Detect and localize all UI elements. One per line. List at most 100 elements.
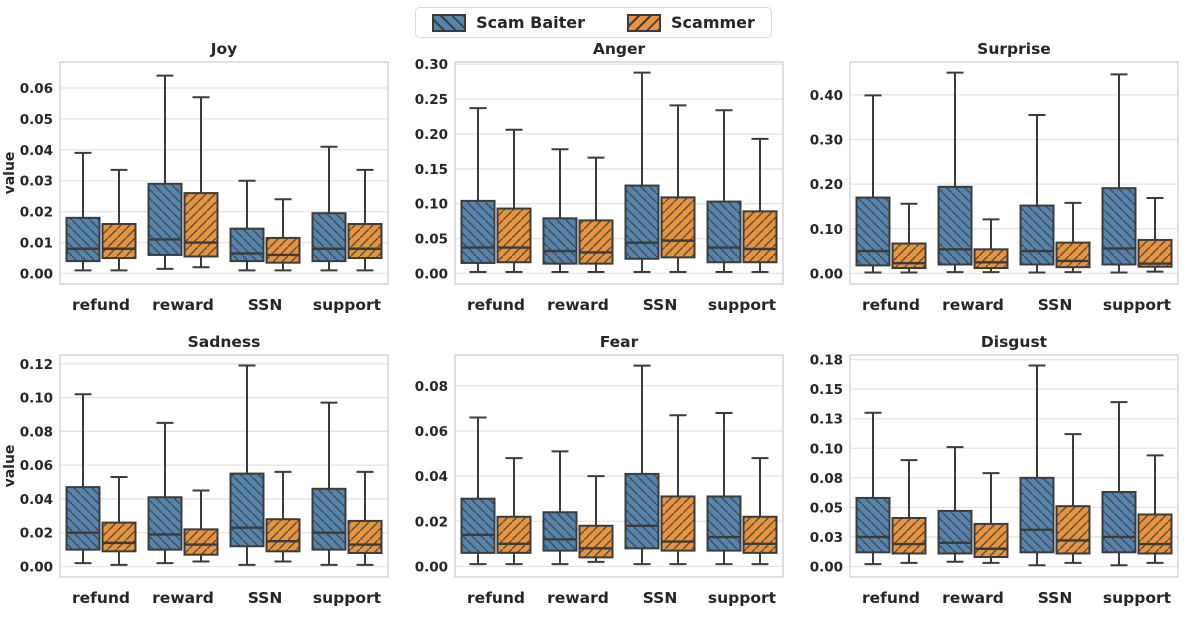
y-tick-label: 0.02 bbox=[20, 526, 53, 542]
scam-baiter-swatch-icon bbox=[432, 13, 467, 32]
x-category-label: support bbox=[708, 296, 777, 314]
box-edge bbox=[542, 217, 578, 265]
box-scammer-refund bbox=[891, 202, 927, 274]
box-scammer-ssn bbox=[265, 198, 301, 272]
box-scam-baiter-ssn bbox=[229, 179, 265, 272]
box-hatch bbox=[974, 249, 1008, 269]
box-scammer-reward bbox=[973, 472, 1009, 564]
y-tick-label: 0.03 bbox=[810, 530, 843, 546]
box-scammer-reward bbox=[973, 218, 1009, 274]
scammer-swatch-icon bbox=[627, 13, 662, 32]
x-category-label: SSN bbox=[643, 296, 678, 314]
y-tick-label: 0.13 bbox=[810, 412, 843, 428]
y-tick-label: 0.03 bbox=[20, 174, 53, 190]
y-tick-label: 0.02 bbox=[415, 514, 448, 530]
y-tick-label: 0.40 bbox=[810, 88, 843, 104]
y-tick-label: 0.30 bbox=[415, 57, 448, 73]
box-hatch bbox=[461, 200, 495, 263]
box-hatch bbox=[184, 193, 218, 257]
box-edge bbox=[265, 236, 301, 264]
box-edge bbox=[496, 515, 532, 554]
y-tick-label: 0.08 bbox=[810, 471, 843, 487]
box-edge bbox=[147, 496, 183, 551]
x-category-label: reward bbox=[942, 296, 1004, 314]
y-tick-label: 0.06 bbox=[415, 424, 448, 440]
x-category-label: refund bbox=[467, 296, 525, 314]
box-edge bbox=[742, 515, 778, 554]
box-hatch bbox=[497, 516, 531, 553]
axes-border bbox=[849, 61, 1179, 285]
box-hatch bbox=[148, 497, 182, 550]
box-edge bbox=[937, 509, 973, 555]
box-scammer-refund bbox=[891, 459, 927, 564]
axes-border bbox=[454, 61, 784, 285]
box-edge bbox=[101, 223, 137, 260]
subplot-title: Disgust bbox=[981, 333, 1048, 351]
y-tick-label: 0.04 bbox=[415, 469, 448, 485]
box-scam-baiter-reward bbox=[542, 148, 578, 274]
y-tick-label: 0.18 bbox=[810, 353, 843, 369]
box-edge bbox=[229, 227, 265, 263]
box-edge bbox=[1137, 513, 1173, 555]
box-scammer-ssn bbox=[1055, 201, 1091, 274]
box-edge bbox=[1101, 491, 1137, 554]
y-tick-label: 0.02 bbox=[20, 205, 53, 221]
subplot-grid: 0.00 0.01 0.02 0.03 0.04 0.05 0.06 refund reward… bbox=[0, 40, 1187, 624]
box-scammer-refund bbox=[496, 128, 532, 274]
box-hatch bbox=[743, 516, 777, 553]
x-category-label: reward bbox=[152, 589, 214, 607]
box-scammer-ssn bbox=[1055, 433, 1091, 564]
y-tick-label: 0.06 bbox=[20, 458, 53, 474]
box-edge bbox=[855, 496, 891, 554]
box-hatch bbox=[266, 237, 300, 263]
y-tick-label: 0.10 bbox=[20, 391, 53, 407]
box-scam-baiter-refund bbox=[460, 107, 496, 274]
box-scammer-ssn bbox=[660, 104, 696, 274]
box-hatch bbox=[266, 519, 300, 552]
x-category-label: support bbox=[1103, 296, 1172, 314]
box-edge bbox=[101, 521, 137, 553]
box-hatch bbox=[1056, 242, 1090, 268]
y-tick-label: 0.20 bbox=[415, 127, 448, 143]
box-scam-baiter-support bbox=[311, 145, 347, 272]
legend-label-scammer: Scammer bbox=[671, 13, 755, 32]
box-hatch bbox=[543, 512, 577, 551]
y-tick-label: 0.20 bbox=[810, 177, 843, 193]
box-hatch bbox=[974, 523, 1008, 558]
box-scam-baiter-reward bbox=[147, 421, 183, 565]
box-edge bbox=[660, 196, 696, 259]
box-edge bbox=[891, 517, 927, 555]
box-edge bbox=[496, 207, 532, 264]
box-edge bbox=[1055, 505, 1091, 555]
x-category-label: SSN bbox=[1038, 589, 1073, 607]
box-hatch bbox=[148, 183, 182, 255]
box-edge bbox=[65, 216, 101, 263]
box-scam-baiter-ssn bbox=[1019, 113, 1055, 274]
x-category-label: SSN bbox=[248, 296, 283, 314]
box-edge bbox=[460, 199, 496, 264]
box-edge bbox=[973, 248, 1009, 270]
box-scam-baiter-ssn bbox=[1019, 364, 1055, 567]
box-hatch bbox=[1138, 239, 1172, 267]
box-hatch bbox=[102, 522, 136, 552]
box-edge bbox=[347, 223, 383, 260]
box-edge bbox=[706, 495, 742, 552]
x-category-label: refund bbox=[72, 296, 130, 314]
box-hatch bbox=[312, 488, 346, 550]
box-hatch bbox=[348, 224, 382, 259]
box-scammer-reward bbox=[183, 96, 219, 269]
box-edge bbox=[542, 511, 578, 552]
box-edge bbox=[855, 196, 891, 267]
y-tick-label: 0.05 bbox=[20, 112, 53, 128]
subplot-disgust: 0.00 0.03 0.05 0.08 0.10 0.13 0.15 0.18 refund re… bbox=[810, 333, 1179, 607]
y-tick-label: 0.05 bbox=[415, 232, 448, 248]
box-scammer-support bbox=[1137, 196, 1173, 273]
x-category-label: refund bbox=[862, 589, 920, 607]
subplot-anger: 0.00 0.05 0.10 0.15 0.20 0.25 0.30 refund reward… bbox=[415, 40, 784, 314]
x-category-label: SSN bbox=[643, 589, 678, 607]
y-tick-label: 0.01 bbox=[20, 236, 53, 252]
y-tick-label: 0.06 bbox=[20, 81, 53, 97]
subplot-title: Surprise bbox=[977, 40, 1051, 58]
box-hatch bbox=[348, 520, 382, 554]
box-edge bbox=[311, 487, 347, 551]
